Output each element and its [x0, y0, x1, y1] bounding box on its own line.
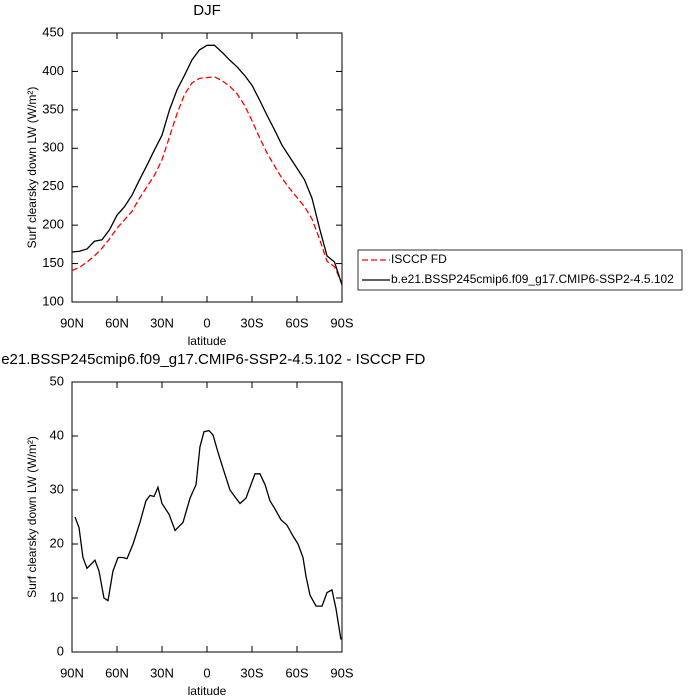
- y-tick-label: 350: [42, 101, 64, 116]
- x-tick-label: 60N: [105, 665, 129, 680]
- y-tick-label: 150: [42, 255, 64, 270]
- y-tick-label: 30: [50, 481, 64, 496]
- y-tick-label: 400: [42, 63, 64, 78]
- y-tick-label: 0: [57, 643, 64, 658]
- data-line: [71, 76, 343, 284]
- y-tick-label: 20: [50, 535, 64, 550]
- y-axis-label: Surf clearsky down LW (W/m²): [25, 87, 39, 249]
- y-tick-label: 200: [42, 217, 64, 232]
- y-tick-label: 50: [50, 373, 64, 388]
- y-axis-label: Surf clearsky down LW (W/m²): [25, 436, 39, 598]
- y-tick-label: 250: [42, 178, 64, 193]
- x-axis-label: latitude: [188, 334, 227, 348]
- legend-label: ISCCP FD: [391, 252, 447, 266]
- x-tick-label: 30N: [150, 665, 174, 680]
- x-tick-label: 30N: [150, 315, 174, 330]
- x-tick-label: 0: [203, 315, 210, 330]
- legend-label: b.e21.BSSP245cmip6.f09_g17.CMIP6-SSP2-4.…: [391, 272, 674, 286]
- x-axis-label: latitude: [188, 684, 227, 698]
- x-tick-label: 60N: [105, 315, 129, 330]
- x-tick-label: 30S: [240, 665, 263, 680]
- x-tick-label: 30S: [240, 315, 263, 330]
- y-tick-label: 40: [50, 427, 64, 442]
- legend: ISCCP FD b.e21.BSSP245cmip6.f09_g17.CMIP6…: [357, 249, 683, 291]
- plot-frame: [71, 381, 343, 653]
- plot-frame: [71, 32, 343, 303]
- data-line: [74, 429, 342, 640]
- chart-title: b.e21.BSSP245cmip6.f09_g17.CMIP6-SSP2-4.…: [0, 351, 425, 368]
- x-tick-label: 90S: [330, 315, 353, 330]
- chart-title: DJF: [193, 2, 221, 19]
- y-tick-label: 450: [42, 24, 64, 39]
- x-tick-label: 60S: [285, 315, 308, 330]
- x-tick-label: 90S: [330, 665, 353, 680]
- y-tick-label: 300: [42, 140, 64, 155]
- y-tick-label: 10: [50, 589, 64, 604]
- x-tick-label: 90N: [60, 665, 84, 680]
- x-tick-label: 0: [203, 665, 210, 680]
- y-tick-label: 100: [42, 293, 64, 308]
- data-line: [71, 44, 343, 286]
- legend-box: [357, 249, 683, 291]
- x-tick-label: 60S: [285, 665, 308, 680]
- x-tick-label: 90N: [60, 315, 84, 330]
